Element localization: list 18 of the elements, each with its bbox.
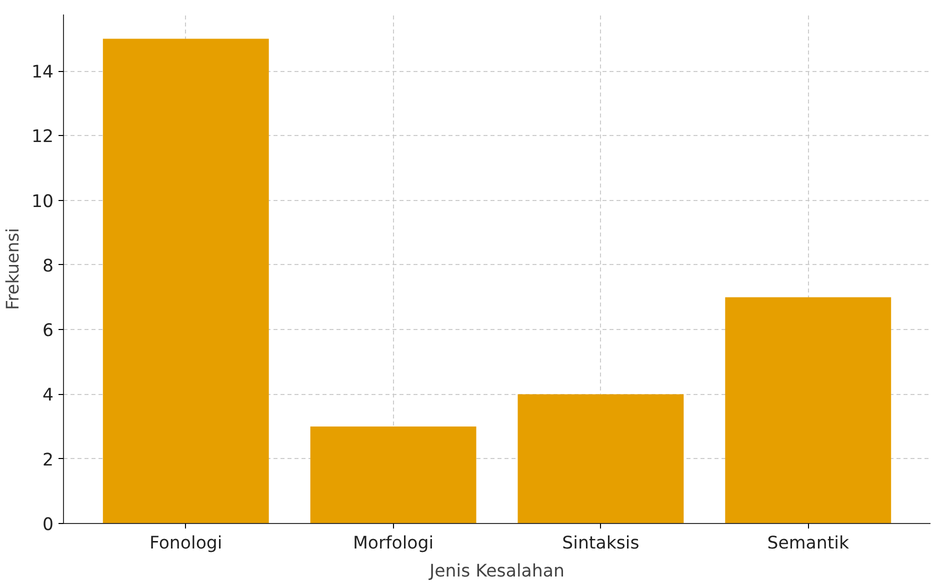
bar bbox=[310, 426, 476, 524]
y-tick-label: 10 bbox=[31, 192, 54, 212]
y-axis-title: Frekuensi bbox=[3, 228, 24, 310]
y-tick-label: 12 bbox=[31, 127, 54, 148]
bar bbox=[725, 297, 892, 524]
bar bbox=[518, 394, 684, 524]
y-tick-label: 8 bbox=[42, 256, 54, 276]
y-tick-label: 2 bbox=[42, 450, 54, 470]
y-tick-label: 4 bbox=[42, 386, 54, 406]
x-tick-label: Semantik bbox=[767, 534, 850, 554]
y-tick-label: 0 bbox=[42, 515, 54, 535]
y-tick-label: 6 bbox=[42, 321, 54, 342]
x-tick-label: Morfologi bbox=[352, 534, 434, 554]
bar bbox=[102, 38, 269, 524]
x-axis-title: Jenis Kesalahan bbox=[428, 562, 564, 582]
x-tick-label: Fonologi bbox=[149, 534, 222, 554]
y-tick-label: 14 bbox=[31, 62, 54, 83]
x-tick-label: Sintaksis bbox=[562, 534, 640, 554]
